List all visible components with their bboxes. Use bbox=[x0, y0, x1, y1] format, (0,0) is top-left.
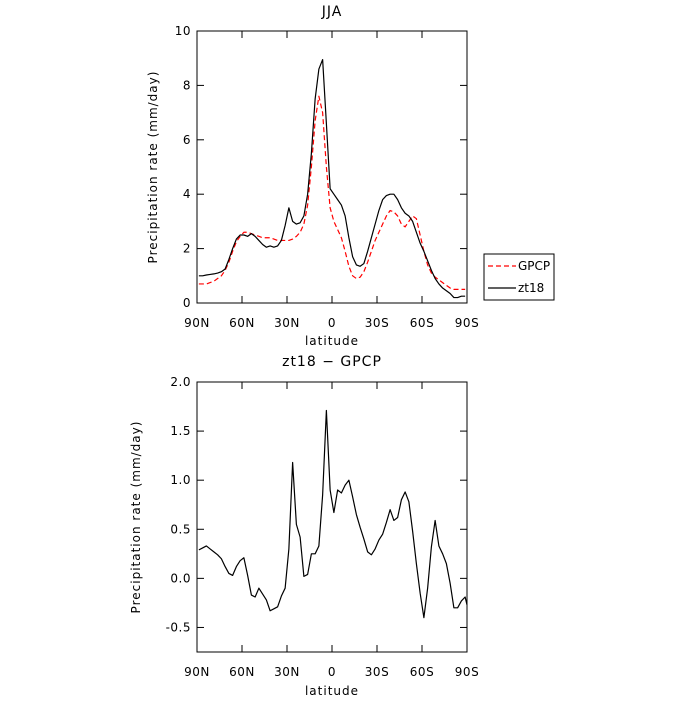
data-layer bbox=[198, 409, 468, 619]
x-tick-label: 0 bbox=[328, 665, 336, 679]
series-line-difference bbox=[198, 409, 468, 619]
y-tick-label: 2.0 bbox=[170, 375, 191, 389]
y-tick-label: 0.0 bbox=[170, 571, 191, 585]
legend-box bbox=[483, 253, 555, 301]
y-tick-label: -0.5 bbox=[166, 620, 191, 634]
y-axis-label: Precipitation rate (mm/day) bbox=[146, 71, 160, 264]
y-tick-label: 6 bbox=[183, 133, 191, 147]
x-tick-label: 60S bbox=[410, 316, 434, 330]
chart-title: JJA bbox=[321, 4, 343, 20]
y-tick-label: 0.5 bbox=[170, 522, 191, 536]
x-axis-label: latitude bbox=[305, 334, 359, 348]
x-tick-label: 30S bbox=[365, 316, 389, 330]
x-axis-label: latitude bbox=[305, 684, 359, 698]
y-tick-label: 1.5 bbox=[170, 424, 191, 438]
x-tick-label: 90N bbox=[184, 665, 210, 679]
series-line-zt18 bbox=[198, 58, 466, 299]
panel-difference: zt18 − GPCP -0.5 0.0 0.5 1.0 1.5 2.0 90N 60N 30… bbox=[129, 354, 479, 698]
x-tick-label: 30N bbox=[274, 665, 300, 679]
data-layer bbox=[198, 58, 466, 299]
x-tick-label: 60N bbox=[229, 665, 255, 679]
y-axis-label: Precipitation rate (mm/day) bbox=[129, 421, 143, 614]
x-tick-label: 30N bbox=[274, 316, 300, 330]
series-line-gpcp bbox=[198, 95, 466, 290]
x-tick-label: 90S bbox=[455, 316, 479, 330]
x-tick-label: 60S bbox=[410, 665, 434, 679]
x-tick-label: 90S bbox=[455, 665, 479, 679]
x-tick-label: 30S bbox=[365, 665, 389, 679]
plot-frame bbox=[196, 381, 468, 653]
x-axis: 90N 60N 30N 0 30S 60S 90S bbox=[184, 382, 479, 679]
legend-label-zt18: zt18 bbox=[518, 281, 544, 295]
y-tick-label: 0 bbox=[183, 296, 191, 310]
x-axis: 90N 60N 30N 0 30S 60S 90S bbox=[184, 31, 479, 330]
y-tick-label: 4 bbox=[183, 187, 191, 201]
y-tick-label: 2 bbox=[183, 242, 191, 256]
x-tick-label: 0 bbox=[328, 316, 336, 330]
legend: GPCP zt18 bbox=[483, 253, 555, 301]
y-tick-label: 1.0 bbox=[170, 473, 191, 487]
x-tick-label: 90N bbox=[184, 316, 210, 330]
panel-jja: JJA 0 2 4 6 8 10 90N 60N 30N 0 30S 60S 90S latitude… bbox=[146, 4, 555, 348]
x-tick-label: 60N bbox=[229, 316, 255, 330]
y-axis: 0 2 4 6 8 10 bbox=[175, 24, 467, 310]
chart-title: zt18 − GPCP bbox=[282, 354, 382, 370]
y-tick-label: 10 bbox=[175, 24, 191, 38]
legend-label-gpcp: GPCP bbox=[518, 259, 550, 273]
y-axis: -0.5 0.0 0.5 1.0 1.5 2.0 bbox=[166, 375, 467, 634]
y-tick-label: 8 bbox=[183, 78, 191, 92]
